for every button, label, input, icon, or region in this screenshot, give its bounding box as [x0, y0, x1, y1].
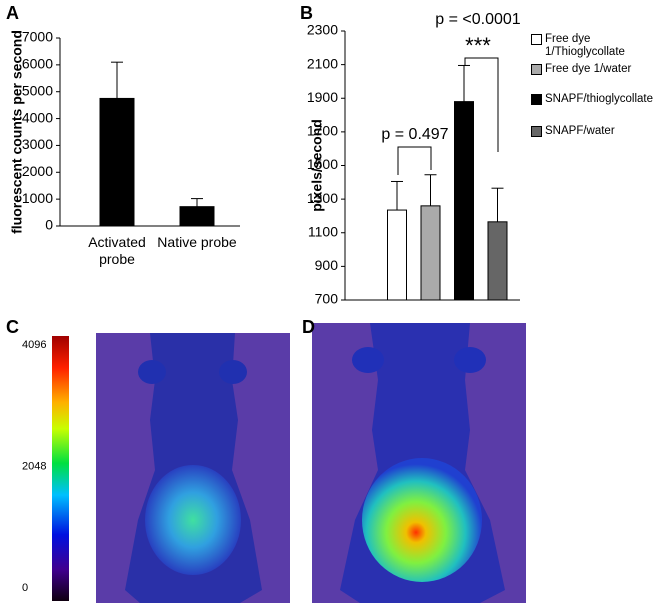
bar	[420, 205, 441, 301]
panel-label: D	[302, 317, 315, 337]
panel-label: B	[300, 3, 313, 23]
colorbar-tick-label: 2048	[22, 460, 46, 472]
y-tick-label: 1900	[307, 89, 338, 105]
y-tick-label: 1100	[308, 223, 338, 239]
y-tick-label: 6000	[22, 56, 53, 72]
legend-swatch	[531, 126, 542, 137]
image-d	[312, 323, 526, 603]
panel-label: A	[6, 3, 19, 23]
y-axis-label: pixels/second	[309, 119, 325, 212]
y-tick-label: 1700	[307, 123, 338, 139]
colorbar-tick-label: 4096	[22, 339, 46, 351]
legend-entry: SNAPF/thioglycollate	[531, 93, 654, 106]
image-c	[96, 333, 290, 603]
y-tick-label: 0	[45, 217, 53, 233]
y-tick-label: 7000	[22, 29, 53, 45]
bar	[99, 97, 135, 227]
legend-swatch	[531, 64, 542, 75]
panel-label: C	[6, 317, 19, 337]
legend-label: SNAPF/thioglycollate	[545, 93, 654, 105]
y-tick-label: 900	[315, 257, 339, 273]
annotation: p = <0.0001	[435, 11, 521, 28]
legend-label: Free dye 1/Thioglycollate	[545, 33, 625, 58]
y-tick-label: 700	[315, 291, 339, 307]
bar	[454, 101, 474, 301]
y-tick-label: 1000	[22, 190, 53, 206]
legend-entry: Free dye 1/Thioglycollate	[531, 33, 653, 59]
x-tick-label: Activated probe	[88, 234, 146, 267]
bracket	[397, 146, 432, 175]
y-tick-label: 1300	[307, 190, 338, 206]
legend-entry: Free dye 1/water	[531, 63, 653, 76]
y-tick-label: 3000	[22, 136, 53, 152]
colorbar-tick-label: 0	[22, 582, 28, 594]
legend-label: SNAPF/water	[545, 125, 615, 137]
legend-swatch	[531, 94, 542, 105]
y-tick-label: 5000	[22, 82, 53, 98]
colorbar	[52, 336, 69, 601]
y-axis-label: fluorescent counts per second	[9, 30, 25, 234]
y-tick-label: 2000	[22, 163, 53, 179]
legend-entry: SNAPF/water	[531, 125, 653, 138]
y-tick-label: 2100	[307, 55, 338, 71]
bracket	[464, 57, 499, 152]
y-tick-label: 4000	[22, 109, 53, 125]
annotation: p = 0.497	[381, 126, 448, 143]
legend-swatch	[531, 34, 542, 45]
x-tick-label: Native probe	[157, 234, 237, 250]
y-tick-label: 1500	[307, 156, 338, 172]
bar	[387, 209, 407, 301]
legend-label: Free dye 1/water	[545, 63, 632, 75]
bar	[179, 206, 215, 227]
annotation: ***	[465, 33, 491, 58]
y-tick-label: 2300	[307, 22, 338, 38]
bar	[487, 221, 508, 301]
